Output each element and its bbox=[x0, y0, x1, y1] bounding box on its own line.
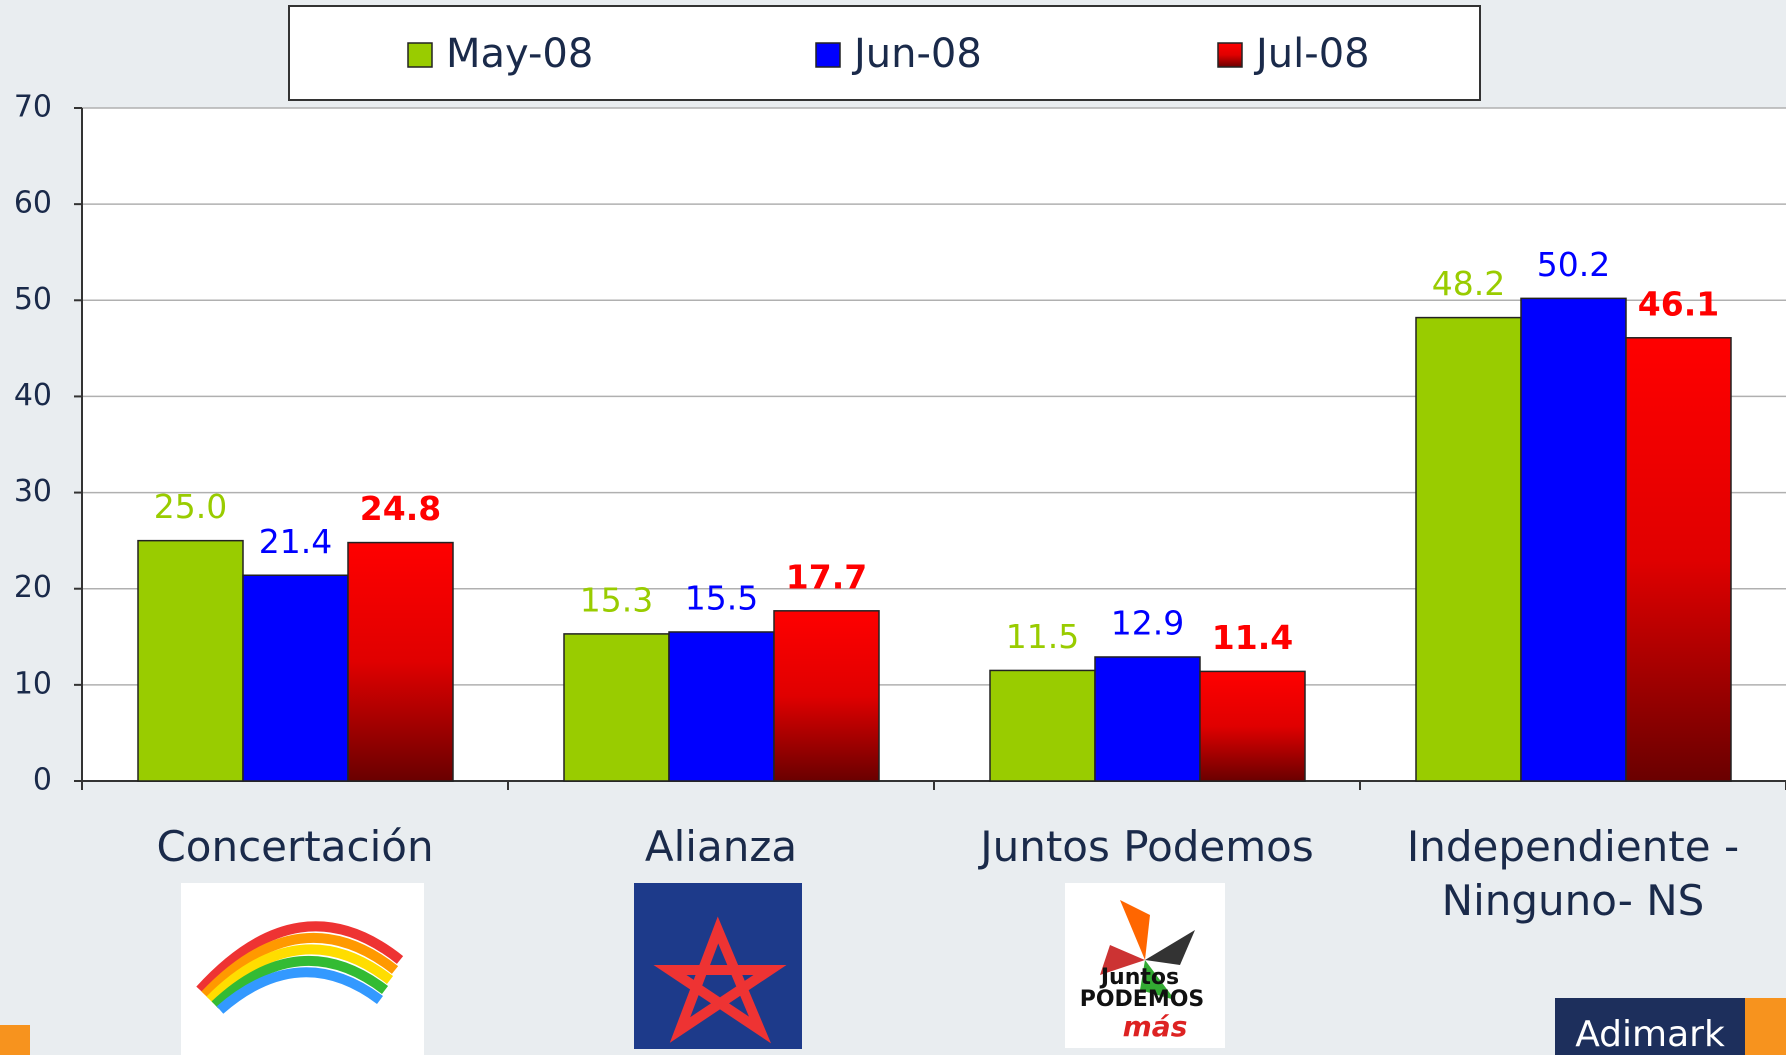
value-label: 15.5 bbox=[685, 578, 758, 617]
brand-box bbox=[1555, 998, 1755, 1055]
x-tick-label: Concertación bbox=[156, 822, 434, 871]
bar bbox=[1415, 316, 1522, 782]
legend-box bbox=[288, 5, 1481, 101]
x-tick-label: Independiente - Ninguno- NS bbox=[1406, 822, 1740, 925]
legend-label: Jul-08 bbox=[1253, 31, 1370, 77]
value-label: 17.7 bbox=[786, 557, 867, 596]
value-label: 24.8 bbox=[360, 489, 441, 528]
value-label: 50.2 bbox=[1537, 245, 1610, 284]
legend-swatch bbox=[407, 42, 433, 68]
value-label: 15.3 bbox=[580, 580, 653, 619]
logo-concertacion bbox=[181, 883, 424, 1055]
y-tick-label: 30 bbox=[14, 474, 52, 509]
y-tick-label: 70 bbox=[14, 90, 52, 125]
brand-accent bbox=[1745, 998, 1786, 1055]
value-label: 12.9 bbox=[1111, 603, 1184, 642]
bar bbox=[773, 610, 880, 782]
value-label: 48.2 bbox=[1432, 264, 1505, 303]
x-tick-label: Alianza bbox=[644, 822, 798, 871]
logo-alianza bbox=[634, 883, 802, 1049]
y-tick-label: 20 bbox=[14, 570, 52, 605]
bar bbox=[1199, 670, 1306, 782]
y-tick-label: 10 bbox=[14, 666, 52, 701]
bar bbox=[1520, 297, 1627, 782]
logo-text: Juntos bbox=[1099, 965, 1179, 990]
y-tick-label: 0 bbox=[33, 763, 52, 798]
bar bbox=[1094, 656, 1201, 782]
bar bbox=[989, 669, 1096, 782]
legend-label: May-08 bbox=[446, 31, 593, 77]
bar bbox=[242, 574, 349, 782]
value-label: 46.1 bbox=[1638, 284, 1719, 323]
legend-label: Jun-08 bbox=[851, 31, 982, 77]
bar bbox=[347, 541, 454, 782]
logo-text: PODEMOS bbox=[1080, 987, 1205, 1012]
x-tick-label: Juntos Podemos bbox=[980, 822, 1314, 871]
bar bbox=[1625, 337, 1732, 782]
logo-juntos bbox=[1065, 883, 1225, 1048]
corner-accent bbox=[0, 1025, 30, 1055]
legend-swatch bbox=[1217, 42, 1243, 68]
brand-text: Adimark bbox=[1575, 1014, 1725, 1055]
bar bbox=[668, 631, 775, 782]
value-label: 11.4 bbox=[1212, 618, 1293, 657]
bar bbox=[563, 633, 670, 782]
logo-text: más bbox=[1123, 1010, 1188, 1043]
y-tick-label: 40 bbox=[14, 378, 52, 413]
value-label: 11.5 bbox=[1006, 617, 1079, 656]
bar bbox=[137, 539, 244, 782]
value-label: 21.4 bbox=[259, 522, 332, 561]
legend-swatch bbox=[815, 42, 841, 68]
y-tick-label: 60 bbox=[14, 186, 52, 221]
y-tick-label: 50 bbox=[14, 282, 52, 317]
value-label: 25.0 bbox=[154, 487, 227, 526]
